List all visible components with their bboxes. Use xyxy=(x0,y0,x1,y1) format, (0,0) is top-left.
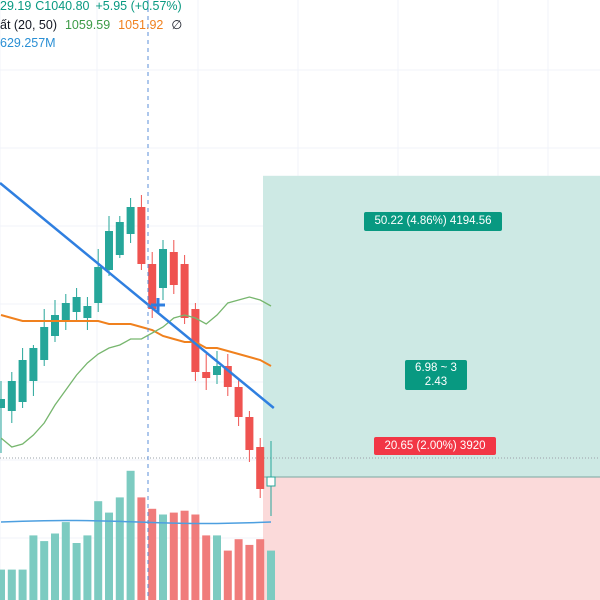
crosshair xyxy=(147,0,165,600)
volume-bars xyxy=(0,470,275,600)
volume-bar xyxy=(51,533,59,600)
legend-ohlc-partial: 29.19 xyxy=(0,0,32,13)
null-symbol: ∅ xyxy=(171,18,183,32)
loss-label[interactable]: 20.65 (2.00%) 3920 xyxy=(374,437,496,455)
ma-slow-line xyxy=(0,314,272,367)
position-zones[interactable] xyxy=(0,175,600,600)
candlesticks xyxy=(0,195,276,516)
ma-fast-value: 1059.59 xyxy=(64,18,111,32)
candle-body xyxy=(223,366,232,387)
volume-bar xyxy=(180,510,189,600)
volume-bar xyxy=(7,569,16,600)
volume-ma-line xyxy=(0,519,272,525)
volume-bar xyxy=(94,501,103,600)
ohlc-legend: 29.19 C1040.80 +5.95 (+0.57%) xyxy=(0,0,188,13)
volume-bar xyxy=(245,544,254,600)
volume-bar xyxy=(61,522,70,600)
volume-bar xyxy=(18,569,27,600)
candle-body xyxy=(0,399,5,408)
candle-body xyxy=(105,231,113,270)
volume-legend: 629.257M xyxy=(0,36,62,50)
profit-label[interactable]: 50.22 (4.86%) 4194.56 xyxy=(364,212,502,231)
candle-body xyxy=(18,360,27,402)
volume-bar xyxy=(0,569,5,600)
candle-body xyxy=(266,476,276,487)
candle-body xyxy=(61,303,70,321)
volume-bar xyxy=(40,541,49,600)
candle-body xyxy=(72,297,81,312)
volume-bar xyxy=(223,550,232,600)
candle-body xyxy=(94,267,103,303)
loss-zone xyxy=(263,477,600,600)
ma-fast-line xyxy=(0,296,272,448)
legend-close: C1040.80 xyxy=(35,0,90,13)
volume-bar xyxy=(29,535,38,600)
indicator-lines xyxy=(0,182,275,448)
candle-body xyxy=(191,309,200,372)
candle-body xyxy=(213,366,221,375)
risk-reward-line-2: 2.43 xyxy=(424,376,448,388)
candle-body xyxy=(40,327,49,360)
candle-body xyxy=(29,348,38,381)
candle-body xyxy=(256,447,265,489)
volume-bar xyxy=(169,512,178,600)
ma-indicator-name: ất (20, 50) xyxy=(0,18,57,32)
ma-slow-value: 1051.92 xyxy=(118,18,164,32)
candle-body xyxy=(245,417,254,450)
volume-bar xyxy=(267,550,275,600)
volume-bar xyxy=(105,512,113,600)
volume-bar xyxy=(202,535,211,600)
ma-legend[interactable]: ất (20, 50) 1059.59 1051.92 ∅ xyxy=(0,17,188,32)
candle-body xyxy=(83,306,92,318)
candle-body xyxy=(137,207,146,264)
legend-change: +5.95 (+0.57%) xyxy=(95,0,182,13)
volume-bar xyxy=(234,539,243,600)
candle-body xyxy=(234,387,243,417)
candle-body xyxy=(7,381,16,411)
risk-reward-line-1: 6.98 ~ 3 xyxy=(415,362,457,374)
volume-bar xyxy=(159,514,167,600)
candle-body xyxy=(180,264,189,318)
volume-value: 629.257M xyxy=(0,36,56,50)
candle-body xyxy=(202,372,211,378)
volume-bar xyxy=(115,497,124,600)
volume-bar xyxy=(256,539,265,600)
volume-bar xyxy=(126,470,135,600)
candle-body xyxy=(115,222,124,255)
volume-bar xyxy=(72,543,81,600)
trend-line xyxy=(0,182,275,409)
candle-body xyxy=(126,207,135,234)
candle-body xyxy=(159,249,167,288)
candle-body xyxy=(51,315,59,336)
risk-reward-label[interactable]: 6.98 ~ 3 2.43 xyxy=(405,360,467,390)
candle-body xyxy=(169,252,178,285)
volume-bar xyxy=(137,497,146,600)
volume-bar xyxy=(148,508,157,600)
volume-bar xyxy=(213,535,221,600)
volume-bar xyxy=(83,535,92,600)
volume-bar xyxy=(191,514,200,600)
candle-body xyxy=(148,264,157,309)
